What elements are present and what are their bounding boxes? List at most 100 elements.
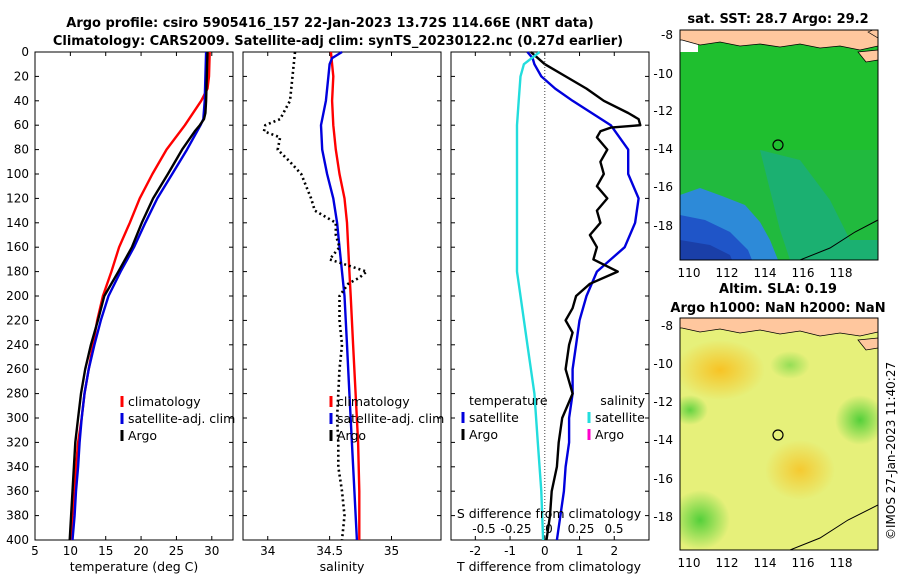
temperature-xlabel: temperature (deg C) bbox=[70, 559, 199, 574]
y-tick-label: 20 bbox=[14, 69, 29, 83]
figure-title-line1: Argo profile: csiro 5905416_157 22-Jan-2… bbox=[66, 16, 593, 31]
secondary-xtick: 0 bbox=[545, 522, 553, 536]
map-xtick: 118 bbox=[830, 266, 853, 280]
y-tick-label: 240 bbox=[6, 338, 29, 352]
y-tick-label: 320 bbox=[6, 435, 29, 449]
salinity-panel-frame bbox=[242, 51, 442, 541]
x-tick-label: 1 bbox=[576, 544, 584, 558]
map-ytick: -8 bbox=[661, 319, 673, 333]
temperature-axis-ticks: 5 10 15 20 25 3002040608010012014016018020022… bbox=[6, 45, 233, 558]
sst-map bbox=[680, 30, 878, 260]
sst-map-frame bbox=[679, 29, 879, 261]
map-ytick: -12 bbox=[653, 104, 673, 118]
y-tick-label: 220 bbox=[6, 313, 29, 327]
x-tick-label: 35 bbox=[384, 544, 399, 558]
x-tick-label: 30 bbox=[204, 544, 219, 558]
series-line-argo bbox=[68, 51, 209, 541]
sla-map bbox=[680, 318, 878, 550]
legend-label-satellite: satellite-adj. clim bbox=[337, 411, 444, 426]
y-tick-label: 200 bbox=[6, 289, 29, 303]
sst-coastline-australia bbox=[799, 219, 878, 260]
sla-argo-position-marker bbox=[772, 429, 784, 441]
map-xtick: 118 bbox=[830, 556, 853, 570]
difference-panel-frame bbox=[450, 51, 650, 541]
y-tick-label: 300 bbox=[6, 411, 29, 425]
legend-label-s-argo: Argo bbox=[595, 427, 624, 442]
x-tick-label: 0 bbox=[541, 544, 549, 558]
y-tick-label: 100 bbox=[6, 167, 29, 181]
map-ytick: -10 bbox=[653, 357, 673, 371]
difference-xlabel: T difference from climatology bbox=[456, 559, 642, 574]
map-ytick: -14 bbox=[653, 433, 673, 447]
map-ytick: -16 bbox=[653, 472, 673, 486]
y-tick-label: 60 bbox=[14, 118, 29, 132]
x-tick-label: -2 bbox=[469, 544, 481, 558]
series-line-climatology bbox=[329, 51, 361, 540]
difference-secondary-xlabel: S difference from climatology bbox=[457, 506, 642, 521]
y-tick-label: 140 bbox=[6, 216, 29, 230]
sst-land-java bbox=[680, 30, 878, 51]
sla-map-title-line2: Argo h1000: NaN h2000: NaN bbox=[670, 301, 885, 316]
y-tick-label: 120 bbox=[6, 191, 29, 205]
sst-coldest-water bbox=[680, 240, 732, 260]
x-tick-label: 5 bbox=[31, 544, 39, 558]
difference-legend: temperature salinity satellite Argo sate… bbox=[461, 393, 646, 442]
legend-label-satellite: satellite-adj. clim bbox=[128, 411, 235, 426]
salinity-xlabel: salinity bbox=[320, 559, 365, 574]
map-ytick: -8 bbox=[661, 28, 673, 42]
map-xtick: 110 bbox=[678, 556, 701, 570]
sst-land-island bbox=[857, 49, 878, 63]
sla-low-anomaly bbox=[835, 395, 878, 445]
sst-map-yticks: -8 -10 -12 -14 -16 -18 bbox=[653, 28, 673, 233]
map-xtick: 112 bbox=[716, 266, 739, 280]
salinity-legend: climatology satellite-adj. clim Argo bbox=[329, 394, 444, 443]
map-xtick: 112 bbox=[716, 556, 739, 570]
sst-teal-water bbox=[760, 150, 878, 260]
figure-title-line2: Climatology: CARS2009. Satellite-adj cli… bbox=[53, 34, 623, 49]
y-tick-label: 180 bbox=[6, 265, 29, 279]
sla-high-anomaly bbox=[765, 440, 835, 500]
salinity-series bbox=[262, 50, 369, 541]
y-tick-label: 0 bbox=[21, 45, 29, 59]
map-xtick: 114 bbox=[754, 266, 777, 280]
map-ytick: -16 bbox=[653, 180, 673, 194]
map-ytick: -14 bbox=[653, 142, 673, 156]
sla-land-java bbox=[680, 318, 878, 337]
legend-title-salinity: salinity bbox=[600, 393, 645, 408]
difference-series bbox=[515, 51, 642, 541]
x-tick-label: 10 bbox=[63, 544, 78, 558]
imos-watermark: ©IMOS 27-Jan-2023 11:40:27 bbox=[884, 362, 898, 540]
legend-label-argo: Argo bbox=[128, 428, 157, 443]
map-ytick: -12 bbox=[653, 395, 673, 409]
temperature-series bbox=[68, 51, 211, 541]
y-tick-label: 280 bbox=[6, 387, 29, 401]
temperature-panel-frame bbox=[34, 51, 234, 541]
sst-map-title: sat. SST: 28.7 Argo: 29.2 bbox=[687, 12, 868, 27]
y-tick-label: 340 bbox=[6, 460, 29, 474]
sla-low-anomaly bbox=[680, 490, 730, 550]
x-tick-label: 34 bbox=[260, 544, 275, 558]
series-line-climatology bbox=[69, 51, 211, 541]
map-xtick: 110 bbox=[678, 266, 701, 280]
y-tick-label: 400 bbox=[6, 533, 29, 547]
sla-high-anomaly bbox=[680, 340, 765, 400]
x-tick-label: 20 bbox=[133, 544, 148, 558]
map-xtick: 116 bbox=[792, 266, 815, 280]
sst-land-island bbox=[867, 30, 878, 39]
sla-map-frame bbox=[679, 317, 879, 551]
y-tick-label: 160 bbox=[6, 240, 29, 254]
x-tick-label: 2 bbox=[610, 544, 618, 558]
map-xtick: 114 bbox=[754, 556, 777, 570]
sla-map-yticks: -8 -10 -12 -14 -16 -18 bbox=[653, 319, 673, 524]
sla-low-anomaly bbox=[680, 395, 708, 425]
series-line-satellite-adj-clim bbox=[319, 50, 359, 541]
sla-map-xticks: 110 112 114 116 118 bbox=[678, 556, 853, 570]
map-ytick: -10 bbox=[653, 67, 673, 81]
legend-label-s-satellite: satellite bbox=[595, 410, 645, 425]
secondary-xtick: -0.25 bbox=[500, 522, 531, 536]
secondary-xtick: -0.5 bbox=[472, 522, 495, 536]
y-tick-label: 360 bbox=[6, 484, 29, 498]
y-tick-label: 40 bbox=[14, 94, 29, 108]
sla-coastline-australia bbox=[789, 504, 878, 550]
